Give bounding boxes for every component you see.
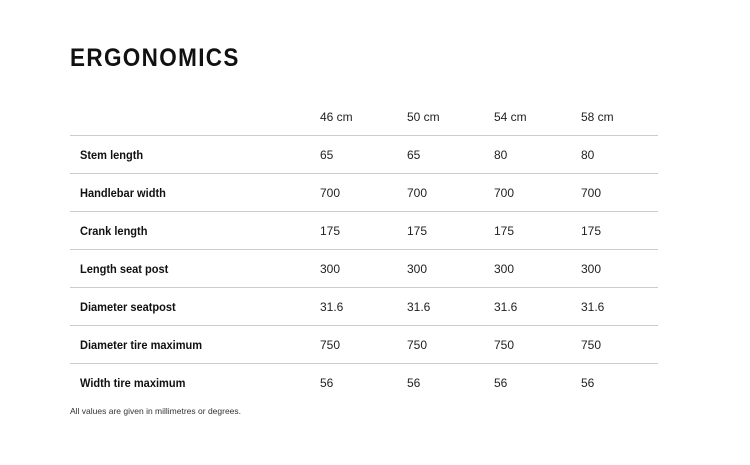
table-row: Length seat post 300 300 300 300 [70,250,658,288]
cell: 31.6 [320,300,344,314]
cell: 175 [494,224,515,238]
cell: 56 [494,376,508,390]
cell: 700 [581,186,602,200]
cell: 31.6 [494,300,518,314]
row-label: Handlebar width [80,186,166,200]
cell: 700 [407,186,428,200]
cell: 700 [320,186,341,200]
row-label: Width tire maximum [80,376,186,390]
cell: 750 [581,338,602,352]
table-row: Diameter tire maximum 750 750 750 750 [70,326,658,364]
cell: 56 [581,376,595,390]
title: ERGONOMICS [70,44,240,72]
cell: 300 [581,262,602,276]
row-label: Length seat post [80,262,169,276]
cell: 750 [494,338,515,352]
cell: 80 [494,148,508,162]
table: 46 cm 50 cm 54 cm 58 cm Stem length 65 65 80 80 H… [70,98,658,401]
cell: 300 [494,262,515,276]
cell: 80 [581,148,595,162]
cell: 56 [320,376,334,390]
row-label: Diameter tire maximum [80,338,203,352]
cell: 750 [320,338,341,352]
header-row: 46 cm 50 cm 54 cm 58 cm [70,98,658,136]
cell: 56 [407,376,421,390]
cell: 175 [581,224,602,238]
table-row: Diameter seatpost 31.6 31.6 31.6 31.6 [70,288,658,326]
row-label: Diameter seatpost [80,300,176,314]
column-header: 54 cm [494,110,527,124]
table-row: Width tire maximum 56 56 56 56 [70,364,658,401]
table-row: Handlebar width 700 700 700 700 [70,174,658,212]
cell: 65 [320,148,334,162]
cell: 300 [320,262,341,276]
table-row: Crank length 175 175 175 175 [70,212,658,250]
cell: 175 [407,224,428,238]
cell: 300 [407,262,428,276]
column-header: 46 cm [320,110,353,124]
row-label: Crank length [80,224,148,238]
cell: 700 [494,186,515,200]
cell: 175 [320,224,341,238]
cell: 750 [407,338,428,352]
cell: 31.6 [581,300,605,314]
row-label: Stem length [80,148,144,162]
footnote: All values are given in millimetres or d… [70,406,242,416]
column-header: 58 cm [581,110,614,124]
cell: 31.6 [407,300,431,314]
cell: 65 [407,148,421,162]
column-header: 50 cm [407,110,440,124]
table-row: Stem length 65 65 80 80 [70,136,658,174]
